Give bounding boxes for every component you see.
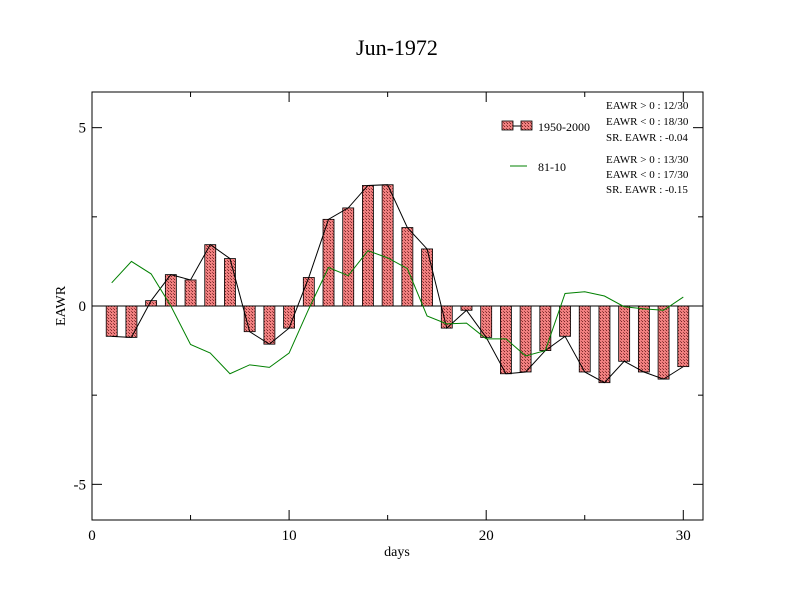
bar-day-12 — [322, 218, 335, 307]
bar-day-15 — [381, 184, 394, 307]
x-tick-label-30: 30 — [676, 528, 691, 544]
bar-day-5 — [184, 279, 197, 307]
y-tick-label-5: 5 — [79, 121, 87, 137]
plot-marks — [92, 184, 703, 384]
bar-day-6 — [204, 244, 217, 307]
bar-day-13 — [342, 207, 355, 307]
stat-1950-2000-sr: SR. EAWR : -0.04 — [606, 132, 688, 144]
line-1950-2000 — [111, 184, 684, 384]
bar-day-22 — [519, 305, 532, 373]
line-81-10 — [111, 250, 684, 375]
legend: 1950-2000 81-10 — [501, 120, 590, 174]
x-tick-label-20: 20 — [479, 528, 494, 544]
bar-day-9 — [263, 305, 276, 345]
bar-day-27 — [618, 305, 631, 362]
legend-bar-swatch-left — [501, 120, 514, 131]
bar-day-25 — [578, 305, 591, 373]
y-tick-label-0: 0 — [79, 299, 87, 315]
bar-day-14 — [362, 185, 374, 307]
x-tick-label-0: 0 — [88, 528, 96, 544]
stat-81-10-negative: EAWR < 0 : 17/30 — [606, 169, 689, 181]
bar-day-17 — [421, 248, 433, 307]
bar-day-23 — [539, 305, 552, 351]
bar-day-30 — [677, 305, 690, 368]
stat-81-10-positive: EAWR > 0 : 13/30 — [606, 154, 689, 166]
axes: 0 10 20 30 -5 0 5 — [74, 92, 703, 544]
bar-day-21 — [500, 305, 512, 375]
stats-block: EAWR > 0 : 12/30 EAWR < 0 : 18/30 SR. EA… — [606, 100, 689, 196]
legend-label-81-10: 81-10 — [538, 160, 566, 174]
x-axis-label: days — [384, 545, 410, 560]
chart-title: Jun-1972 — [356, 35, 438, 60]
y-axis-label: EAWR — [54, 285, 69, 326]
bar-day-24 — [559, 305, 571, 337]
bar-day-2 — [125, 305, 138, 338]
x-tick-label-10: 10 — [282, 528, 297, 544]
bar-day-1 — [105, 305, 118, 337]
stat-1950-2000-positive: EAWR > 0 : 12/30 — [606, 100, 689, 112]
bar-day-29 — [657, 305, 670, 380]
legend-label-1950-2000: 1950-2000 — [538, 120, 590, 134]
y-tick-label--5: -5 — [74, 477, 87, 493]
legend-bar-swatch-right — [520, 120, 533, 131]
bar-day-26 — [598, 305, 611, 384]
stat-81-10-sr: SR. EAWR : -0.15 — [606, 184, 688, 196]
bar-day-7 — [224, 258, 236, 307]
bar-day-28 — [637, 305, 650, 373]
stat-1950-2000-negative: EAWR < 0 : 18/30 — [606, 116, 689, 128]
